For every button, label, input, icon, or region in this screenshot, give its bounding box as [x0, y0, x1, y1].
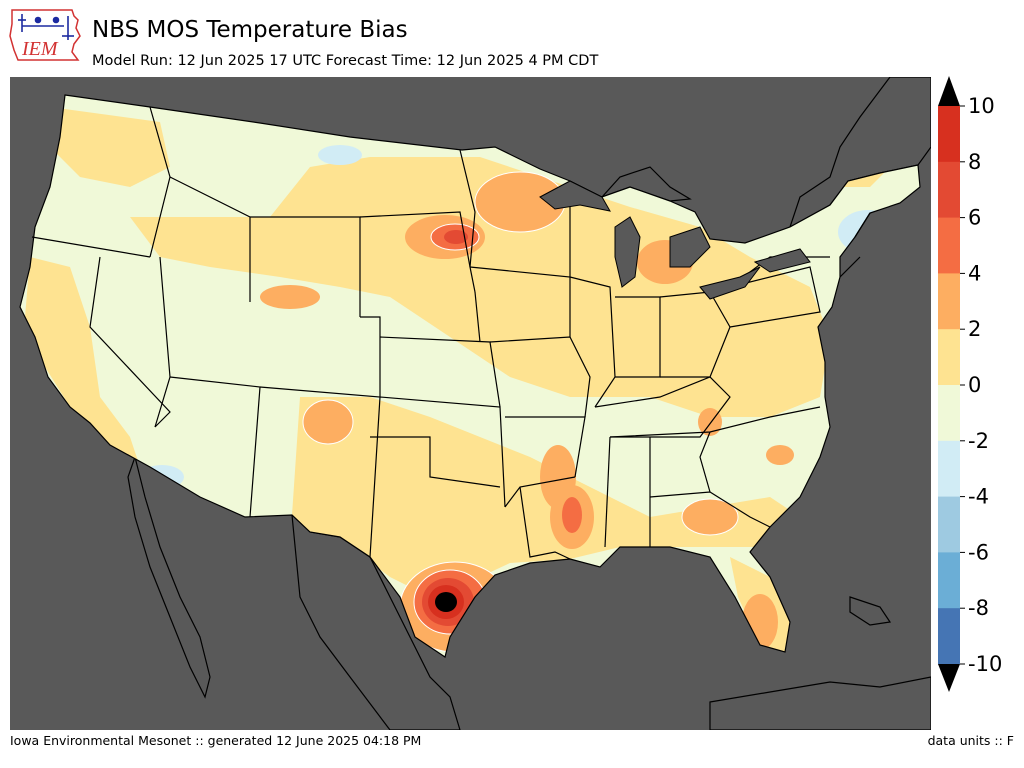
- colorbar-bins: [938, 106, 960, 665]
- iem-logo: IEM: [9, 9, 81, 61]
- colorbar-tick-label: -2: [968, 429, 989, 453]
- colorbar-tick-label: -6: [968, 540, 989, 564]
- colorbar-ticks: 10 8 6 4 2 0 -2 -4 -6 -8 -10: [960, 94, 1002, 676]
- colorbar-tick-label: 4: [968, 261, 981, 285]
- colorbar-tick-label: 0: [968, 373, 981, 397]
- footer-credit: Iowa Environmental Mesonet :: generated …: [10, 733, 422, 748]
- great-lakes: [539, 180, 811, 300]
- colorbar-tick-label: 10: [968, 94, 995, 118]
- footer-units: data units :: F: [927, 733, 1014, 748]
- colorbar-tick-label: -4: [968, 485, 989, 509]
- page-subtitle: Model Run: 12 Jun 2025 17 UTC Forecast T…: [92, 53, 599, 69]
- colorbar-bin: [938, 273, 960, 330]
- logo-text: IEM: [21, 38, 59, 60]
- colorbar-bin: [938, 106, 960, 163]
- colorbar-tick-label: 8: [968, 150, 981, 174]
- colorbar-under-arrow: [938, 664, 960, 692]
- colorbar-tick-label: 2: [968, 317, 981, 341]
- colorbar-tick-label: -10: [968, 652, 1002, 676]
- bias-map: [10, 77, 931, 730]
- colorbar-over-arrow: [938, 76, 960, 106]
- colorbar-bin: [938, 552, 960, 609]
- colorbar-tick-label: -8: [968, 596, 989, 620]
- colorbar-bin: [938, 217, 960, 274]
- colorbar-bin: [938, 608, 960, 665]
- colorbar-tick-label: 6: [968, 206, 981, 230]
- colorbar: 10 8 6 4 2 0 -2 -4 -6 -8 -10: [938, 76, 1002, 692]
- state-borders: [19, 94, 921, 658]
- page-title: NBS MOS Temperature Bias: [92, 17, 408, 43]
- colorbar-bin: [938, 440, 960, 498]
- colorbar-bin: [938, 329, 960, 386]
- neighbor-land-outlines: [127, 77, 931, 730]
- colorbar-bin: [938, 161, 960, 219]
- colorbar-bin: [938, 385, 960, 442]
- colorbar-bin: [938, 496, 960, 553]
